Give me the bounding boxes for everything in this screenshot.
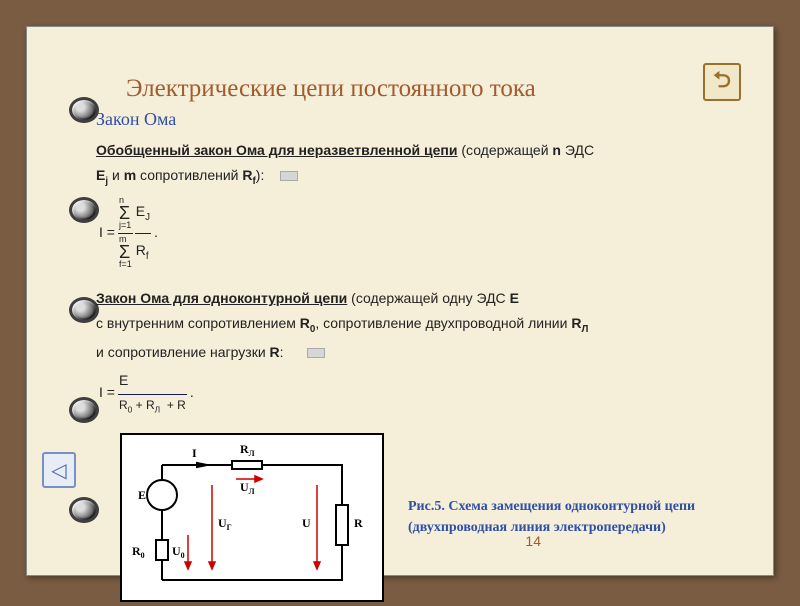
section2-line3: и сопротивление нагрузки R: — [96, 342, 751, 363]
body-text: Обобщенный закон Ома для неразветвленной… — [96, 140, 751, 602]
slide: ⮌ Электрические цепи постоянного тока За… — [26, 26, 774, 576]
svg-text:E: E — [138, 488, 146, 502]
page-title: Электрические цепи постоянного тока — [126, 75, 751, 103]
svg-text:I: I — [192, 446, 197, 460]
figure-caption: Рис.5. Схема замещения одноконтурной цеп… — [408, 496, 738, 538]
svg-text:U0: U0 — [172, 544, 185, 560]
page-number: 14 — [525, 533, 541, 549]
section2-line2: с внутренним сопротивлением R0, сопротив… — [96, 313, 751, 337]
svg-text:UГ: UГ — [218, 516, 232, 532]
svg-text:RЛ: RЛ — [240, 442, 255, 458]
prev-button[interactable]: ◁ — [42, 452, 76, 488]
formula-2 — [307, 348, 325, 358]
content-area: Электрические цепи постоянного тока Зако… — [72, 45, 751, 557]
page-subtitle: Закон Ома — [96, 109, 751, 130]
figure-area: I RЛ UЛ E UГ U R R0 U0 Рис.5. Схема заме… — [96, 433, 751, 602]
svg-text:R0: R0 — [132, 544, 145, 560]
section1-line1: Обобщенный закон Ома для неразветвленной… — [96, 140, 751, 161]
svg-text:UЛ: UЛ — [240, 480, 255, 496]
section1-line2: Ej и m сопротивлений Rf): — [96, 165, 751, 189]
section2-lead: Закон Ома для одноконтурной цепи — [96, 290, 347, 306]
circuit-diagram: I RЛ UЛ E UГ U R R0 U0 — [120, 433, 384, 602]
section1-lead: Обобщенный закон Ома для неразветвленной… — [96, 142, 457, 158]
formula-1 — [280, 171, 298, 181]
section2-line1: Закон Ома для одноконтурной цепи (содерж… — [96, 288, 751, 309]
triangle-left-icon: ◁ — [51, 458, 66, 483]
svg-text:R: R — [354, 516, 363, 530]
svg-text:U: U — [302, 516, 311, 530]
